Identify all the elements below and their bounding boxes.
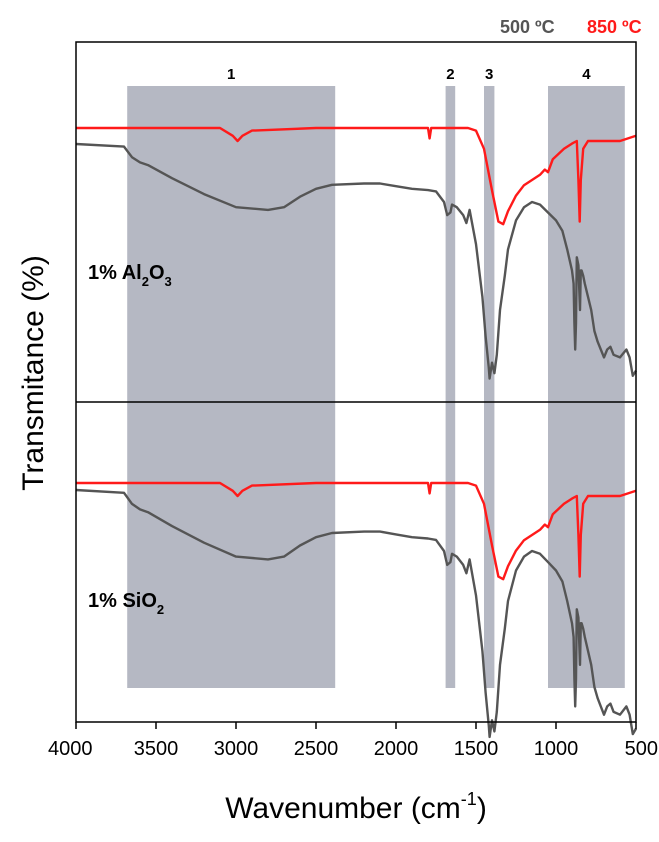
band-1 (127, 86, 336, 688)
series-panel1-500C (75, 142, 638, 380)
x-tick-label-2000: 2000 (374, 738, 419, 760)
band-label-1: 1 (227, 66, 235, 83)
sample-label-al2o3-mid: O (149, 262, 165, 284)
sample-label-al2o3-sub2: 3 (165, 274, 172, 289)
band-4 (548, 86, 625, 688)
band-label-4: 4 (582, 66, 591, 83)
series-panel1-850C (76, 126, 637, 226)
axes-box (75, 41, 637, 723)
sample-label-sio2: 1% SiO2 (88, 590, 164, 617)
sample-label-sio2-sub1: 2 (157, 602, 164, 617)
series-panel2-500C (75, 488, 638, 739)
x-tick-label-3000: 3000 (214, 738, 259, 760)
x-axis-title-base: Wavenumber (cm (225, 792, 461, 825)
series-panel2-850C (76, 481, 637, 581)
x-axis-title-end: ) (477, 792, 487, 825)
spectra-lines (75, 126, 638, 739)
x-tick-label-1000: 1000 (534, 738, 579, 760)
band-3 (484, 86, 495, 688)
sample-label-al2o3-sub1: 2 (142, 274, 149, 289)
band-labels: 1 2 3 4 (227, 66, 591, 83)
x-axis-title: Wavenumber (cm-1) (225, 789, 487, 825)
x-tick-label-500: 500 (625, 738, 658, 760)
x-axis-ticks: 4000 3500 3000 2500 2000 1500 1000 500 (48, 722, 658, 760)
band-2 (445, 86, 456, 688)
legend-500C: 500 ºC (500, 17, 555, 37)
x-tick-label-2500: 2500 (294, 738, 339, 760)
plot-frame (75, 41, 637, 723)
sample-label-al2o3-prefix: 1% Al (88, 262, 142, 284)
band-label-3: 3 (485, 66, 493, 83)
x-tick-label-1500: 1500 (454, 738, 499, 760)
x-tick-label-4000: 4000 (48, 738, 93, 760)
y-axis-title: Transmitance (%) (17, 255, 50, 491)
x-tick-label-3500: 3500 (134, 738, 179, 760)
band-label-2: 2 (446, 66, 454, 83)
x-axis-title-sup: -1 (461, 789, 477, 809)
legend-850C: 850 ºC (587, 17, 642, 37)
shaded-bands (127, 86, 625, 688)
sample-label-al2o3: 1% Al2O3 (88, 262, 172, 289)
sample-label-sio2-prefix: 1% SiO (88, 590, 157, 612)
